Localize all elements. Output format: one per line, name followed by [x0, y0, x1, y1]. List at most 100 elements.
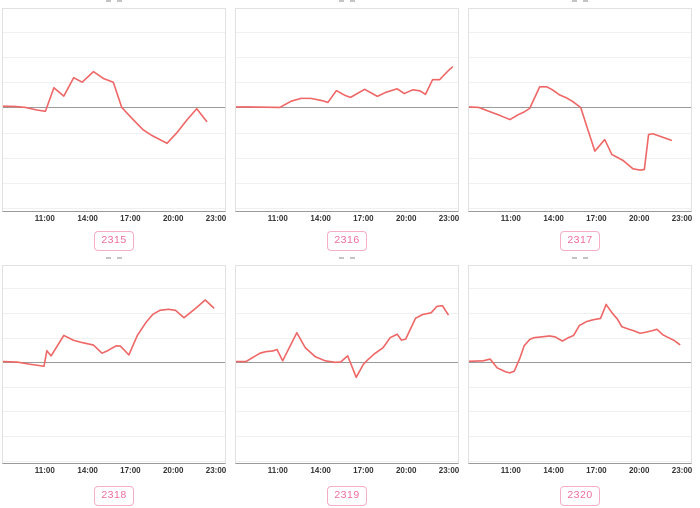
zero-baseline [3, 362, 225, 364]
line-series-svg [3, 9, 225, 211]
badge-row: 2320 [468, 486, 692, 507]
zero-baseline [3, 107, 225, 109]
gridline [469, 411, 691, 413]
chart-panel-2316: 11:00 14:00 17:00 20:00 23:00 2316 [235, 0, 459, 252]
badge-row: 2317 [468, 231, 692, 252]
gridline [3, 337, 225, 339]
chart-panel-2320: 11:00 14:00 17:00 20:00 23:00 2320 [468, 257, 692, 507]
chart-panel-2317: 11:00 14:00 17:00 20:00 23:00 2317 [468, 0, 692, 252]
code-badge[interactable]: 2315 [94, 231, 134, 252]
gridline [469, 288, 691, 290]
gridline [469, 183, 691, 185]
charts-row-bottom: 11:00 14:00 17:00 20:00 23:00 2318 11:00 14:0… [0, 257, 700, 507]
title-fragment-mark [583, 257, 588, 260]
badge-row: 2319 [235, 486, 459, 507]
line-series-svg [469, 9, 691, 211]
x-tick-label: 14:00 [543, 214, 564, 223]
title-fragment-mark [350, 0, 355, 2]
badge-row: 2318 [2, 486, 226, 507]
x-tick-label: 11:00 [267, 214, 288, 223]
charts-row-top: 11:00 14:00 17:00 20:00 23:00 2315 11:00 14:0… [0, 0, 700, 252]
line-series-svg [236, 266, 458, 463]
price-line [469, 305, 680, 373]
gridline [3, 288, 225, 290]
x-tick-label: 17:00 [586, 214, 607, 223]
gridline [469, 82, 691, 84]
title-fragment-mark [583, 0, 588, 2]
chart-plot-area [235, 265, 459, 465]
gridline [3, 436, 225, 438]
x-tick-label: 20:00 [395, 214, 417, 223]
x-tick-label: 23:00 [438, 214, 460, 223]
gridline [236, 183, 458, 185]
gridline [3, 31, 225, 33]
gridline [236, 208, 458, 210]
zero-baseline [236, 362, 458, 364]
x-tick-label: 14:00 [310, 214, 331, 223]
badge-row: 2315 [2, 231, 226, 252]
gridline [3, 132, 225, 134]
gridline [3, 312, 225, 314]
gridline [469, 337, 691, 339]
x-tick-label: 23:00 [438, 466, 460, 476]
x-tick-label: 17:00 [353, 466, 374, 476]
gridline [469, 436, 691, 438]
gridline [3, 157, 225, 159]
title-fragment-mark [350, 257, 355, 260]
gridline [469, 312, 691, 314]
code-badge[interactable]: 2318 [94, 486, 134, 507]
chart-plot-area [468, 8, 692, 212]
x-tick-label: 20:00 [628, 466, 650, 476]
x-tick-label: 23:00 [205, 466, 227, 476]
code-badge[interactable]: 2316 [327, 231, 367, 252]
title-fragment-mark [339, 257, 344, 260]
gridline [236, 56, 458, 58]
cropped-chart-title [235, 0, 459, 8]
price-line [3, 300, 214, 366]
chart-panel-2318: 11:00 14:00 17:00 20:00 23:00 2318 [2, 257, 226, 507]
zero-baseline [469, 107, 691, 109]
zero-baseline [236, 107, 458, 109]
x-axis-labels: 11:00 14:00 17:00 20:00 23:00 [468, 465, 692, 477]
price-line [236, 306, 448, 378]
gridline [469, 208, 691, 210]
chart-panel-2319: 11:00 14:00 17:00 20:00 23:00 2319 [235, 257, 460, 507]
code-badge[interactable]: 2320 [560, 486, 600, 507]
gridline [236, 312, 458, 314]
chart-panel-2315: 11:00 14:00 17:00 20:00 23:00 2315 [2, 0, 226, 252]
title-fragment-mark [117, 257, 122, 260]
zero-baseline [469, 362, 691, 364]
gridline [469, 386, 691, 388]
x-axis-labels: 11:00 14:00 17:00 20:00 23:00 [2, 213, 226, 225]
gridline [3, 208, 225, 210]
gridline [469, 31, 691, 33]
x-axis-labels: 11:00 14:00 17:00 20:00 23:00 [235, 213, 459, 225]
x-tick-label: 23:00 [671, 214, 693, 223]
gridline [3, 411, 225, 413]
x-tick-label: 11:00 [267, 466, 288, 476]
x-tick-label: 14:00 [77, 214, 98, 223]
title-fragment-mark [572, 0, 577, 2]
code-badge[interactable]: 2319 [327, 486, 367, 507]
code-badge[interactable]: 2317 [560, 231, 600, 252]
x-tick-label: 20:00 [162, 214, 184, 223]
line-series-svg [469, 266, 691, 463]
x-tick-label: 17:00 [120, 214, 141, 223]
x-tick-label: 11:00 [500, 466, 521, 476]
cropped-chart-title [235, 257, 459, 265]
gridline [236, 157, 458, 159]
x-axis-labels: 11:00 14:00 17:00 20:00 23:00 [2, 465, 226, 477]
x-tick-label: 14:00 [77, 466, 98, 476]
x-tick-label: 20:00 [162, 466, 184, 476]
chart-plot-area [468, 265, 692, 465]
cropped-chart-title [468, 0, 692, 8]
line-series-svg [3, 266, 225, 463]
line-series-svg [236, 9, 458, 211]
x-tick-label: 14:00 [543, 466, 564, 476]
badge-row: 2316 [235, 231, 459, 252]
x-axis-labels: 11:00 14:00 17:00 20:00 23:00 [468, 213, 692, 225]
x-tick-label: 23:00 [205, 214, 227, 223]
gridline [236, 436, 458, 438]
gridline [3, 183, 225, 185]
x-tick-label: 11:00 [34, 466, 55, 476]
